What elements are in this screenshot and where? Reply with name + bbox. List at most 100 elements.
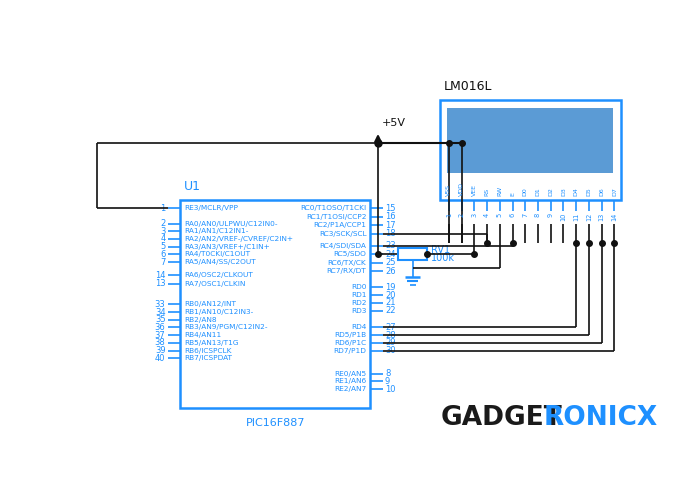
Text: 27: 27 <box>385 323 396 332</box>
Text: RB5/AN13/T1G: RB5/AN13/T1G <box>184 340 239 346</box>
Text: E: E <box>510 192 515 196</box>
Text: RC7/RX/DT: RC7/RX/DT <box>327 268 367 274</box>
Text: 3: 3 <box>471 213 477 217</box>
Text: U1: U1 <box>184 180 201 193</box>
Text: RA5/AN4/SS/C2OUT: RA5/AN4/SS/C2OUT <box>184 259 256 265</box>
Text: 28: 28 <box>385 331 396 340</box>
Text: RA6/OSC2/CLKOUT: RA6/OSC2/CLKOUT <box>184 272 253 278</box>
Text: RB2/AN8: RB2/AN8 <box>184 317 216 323</box>
Text: RE0/AN5: RE0/AN5 <box>335 370 367 377</box>
Text: RA2/AN2/VREF-/CVREF/C2IN+: RA2/AN2/VREF-/CVREF/C2IN+ <box>184 236 293 242</box>
Text: 20: 20 <box>385 291 396 299</box>
Text: RE3/MCLR/VPP: RE3/MCLR/VPP <box>184 205 238 211</box>
Text: 1: 1 <box>446 213 452 217</box>
Text: D6: D6 <box>599 187 604 196</box>
Text: PIC16F887: PIC16F887 <box>246 417 305 427</box>
Text: D0: D0 <box>523 187 528 196</box>
Text: 14: 14 <box>155 270 165 280</box>
Text: 40: 40 <box>155 354 165 363</box>
Text: RA1/AN1/C12IN1-: RA1/AN1/C12IN1- <box>184 228 248 234</box>
Text: 36: 36 <box>155 323 165 332</box>
Text: 26: 26 <box>385 267 396 276</box>
Text: 5: 5 <box>160 242 165 251</box>
Text: RONICX: RONICX <box>543 405 658 431</box>
Text: 13: 13 <box>598 213 605 221</box>
Text: 3: 3 <box>160 227 165 236</box>
Bar <box>447 108 613 173</box>
Text: 7: 7 <box>522 213 528 217</box>
Text: VEE: VEE <box>472 184 477 196</box>
Text: D7: D7 <box>612 187 617 196</box>
Text: RA3/AN3/VREF+/C1IN+: RA3/AN3/VREF+/C1IN+ <box>184 243 270 250</box>
Text: RD0: RD0 <box>351 284 367 290</box>
Text: 12: 12 <box>586 213 592 221</box>
Text: RD5/P1B: RD5/P1B <box>335 332 367 338</box>
Text: 17: 17 <box>385 221 396 229</box>
Text: 13: 13 <box>155 279 165 288</box>
Text: 7: 7 <box>160 257 165 267</box>
Text: RC2/P1A/CCP1: RC2/P1A/CCP1 <box>314 222 367 228</box>
Text: 30: 30 <box>385 346 396 355</box>
Text: 22: 22 <box>385 306 396 315</box>
Text: 100k: 100k <box>431 253 455 263</box>
Text: RE1/AN6: RE1/AN6 <box>335 378 367 384</box>
Text: 10: 10 <box>385 384 396 394</box>
Text: 10: 10 <box>561 213 566 221</box>
Text: RB0/AN12/INT: RB0/AN12/INT <box>184 301 236 307</box>
Text: RB6/ICSPCLK: RB6/ICSPCLK <box>184 348 232 354</box>
Text: 18: 18 <box>385 229 396 238</box>
Text: 4: 4 <box>160 234 165 243</box>
Text: RD6/P1C: RD6/P1C <box>335 340 367 346</box>
Text: RA4/T0CKI/C1OUT: RA4/T0CKI/C1OUT <box>184 251 250 257</box>
Bar <box>440 100 621 200</box>
Text: RD4: RD4 <box>351 325 367 330</box>
Text: D4: D4 <box>574 187 579 196</box>
Text: 16: 16 <box>385 212 396 221</box>
Text: 15: 15 <box>385 204 396 213</box>
Text: 39: 39 <box>155 346 165 355</box>
Text: 9: 9 <box>385 377 390 386</box>
Text: 2: 2 <box>458 213 465 217</box>
Text: 14: 14 <box>611 213 617 221</box>
Text: RW: RW <box>497 185 503 196</box>
Text: 21: 21 <box>385 298 396 307</box>
Text: 38: 38 <box>155 339 165 347</box>
Text: 6: 6 <box>510 213 515 217</box>
Text: RB4/AN11: RB4/AN11 <box>184 332 221 338</box>
Text: 19: 19 <box>385 283 396 292</box>
Text: RC3/SCK/SCL: RC3/SCK/SCL <box>318 230 367 237</box>
Text: VSS: VSS <box>447 184 452 196</box>
Bar <box>180 200 370 408</box>
Text: RC0/T1OSO/T1CKI: RC0/T1OSO/T1CKI <box>300 205 367 211</box>
Text: RA7/OSC1/CLKIN: RA7/OSC1/CLKIN <box>184 281 245 286</box>
Text: RC5/SDO: RC5/SDO <box>334 251 367 257</box>
Text: 5: 5 <box>497 213 503 217</box>
Text: RC6/TX/CK: RC6/TX/CK <box>328 260 367 266</box>
Text: RV1: RV1 <box>431 245 450 256</box>
Text: RB7/ICSPDAT: RB7/ICSPDAT <box>184 355 232 361</box>
Text: 9: 9 <box>547 213 554 217</box>
Text: 1: 1 <box>160 204 165 213</box>
Text: GADGET: GADGET <box>440 405 562 431</box>
Text: 8: 8 <box>385 369 391 378</box>
Text: RC4/SDI/SDA: RC4/SDI/SDA <box>320 243 367 249</box>
Text: RB3/AN9/PGM/C12IN2-: RB3/AN9/PGM/C12IN2- <box>184 325 267 330</box>
Text: VDD: VDD <box>459 182 464 196</box>
Text: 4: 4 <box>484 213 490 217</box>
Text: 29: 29 <box>385 339 396 347</box>
Text: RD7/P1D: RD7/P1D <box>334 348 367 354</box>
Text: D3: D3 <box>561 187 566 196</box>
Bar <box>398 248 427 260</box>
Text: 25: 25 <box>385 258 396 267</box>
Text: 34: 34 <box>155 308 165 316</box>
Text: LM016L: LM016L <box>444 80 492 93</box>
Text: 23: 23 <box>385 242 396 250</box>
Text: +5V: +5V <box>382 118 406 128</box>
Text: RS: RS <box>484 188 489 196</box>
Text: RD3: RD3 <box>351 308 367 313</box>
Text: RD2: RD2 <box>351 300 367 306</box>
Text: 33: 33 <box>155 300 165 309</box>
Text: D1: D1 <box>536 187 540 196</box>
Text: RB1/AN10/C12IN3-: RB1/AN10/C12IN3- <box>184 309 253 315</box>
Text: RC1/T1OSI/CCP2: RC1/T1OSI/CCP2 <box>306 213 367 220</box>
